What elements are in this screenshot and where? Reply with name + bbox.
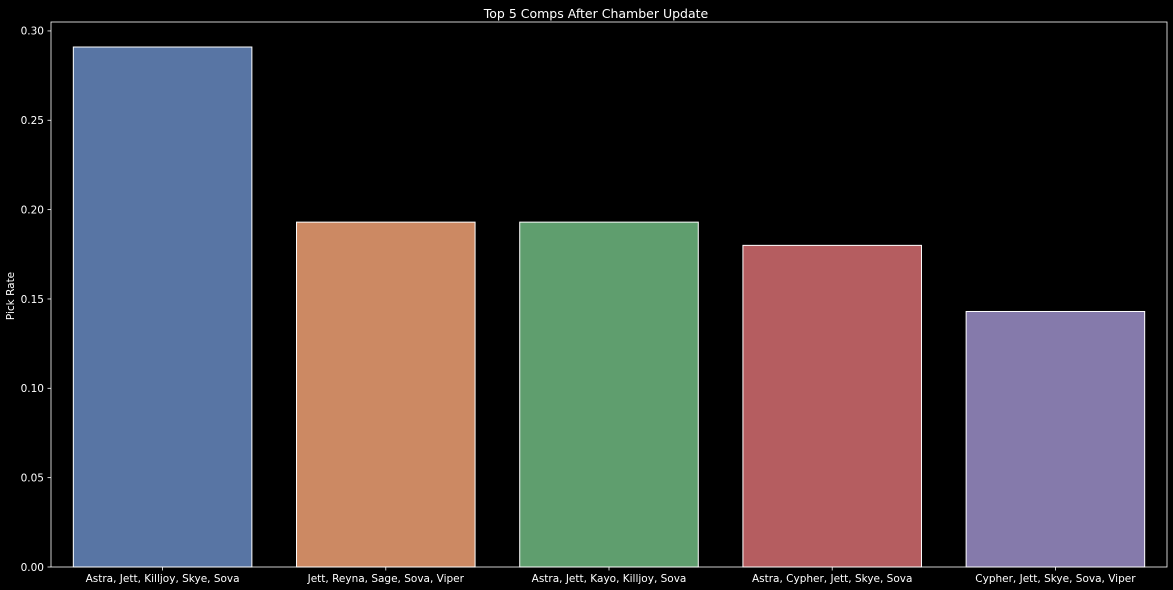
bar-1 [72, 46, 253, 568]
y-axis-ticks: 0.00 0.05 0.10 0.15 0.20 0.25 0.30 [21, 26, 51, 574]
x-tick-label: Astra, Jett, Killjoy, Skye, Sova [86, 573, 240, 585]
x-tick-label: Cypher, Jett, Skye, Sova, Viper [975, 573, 1136, 585]
y-tick-label: 0.05 [21, 472, 44, 484]
y-tick-label: 0.00 [21, 562, 44, 574]
y-tick-label: 0.15 [21, 294, 44, 306]
x-tick-label: Astra, Cypher, Jett, Skye, Sova [752, 573, 912, 585]
bar-3 [519, 221, 699, 568]
x-axis-ticks: Astra, Jett, Killjoy, Skye, Sova Jett, Re… [86, 567, 1136, 585]
plot-frame [50, 21, 1168, 568]
x-tick-label: Astra, Jett, Kayo, Killjoy, Sova [532, 573, 687, 585]
y-axis-label: Pick Rate [5, 272, 17, 320]
bar-5 [965, 310, 1146, 568]
x-tick-label: Jett, Reyna, Sage, Sova, Viper [307, 573, 465, 585]
y-tick-label: 0.25 [21, 115, 44, 127]
y-tick-label: 0.20 [21, 204, 44, 216]
bar-4 [742, 244, 922, 568]
bar-2 [296, 221, 476, 568]
y-tick-label: 0.30 [21, 26, 44, 38]
bars-layer [72, 46, 1146, 568]
chart-title: Top 5 Comps After Chamber Update [483, 6, 709, 21]
y-tick-label: 0.10 [21, 383, 44, 395]
